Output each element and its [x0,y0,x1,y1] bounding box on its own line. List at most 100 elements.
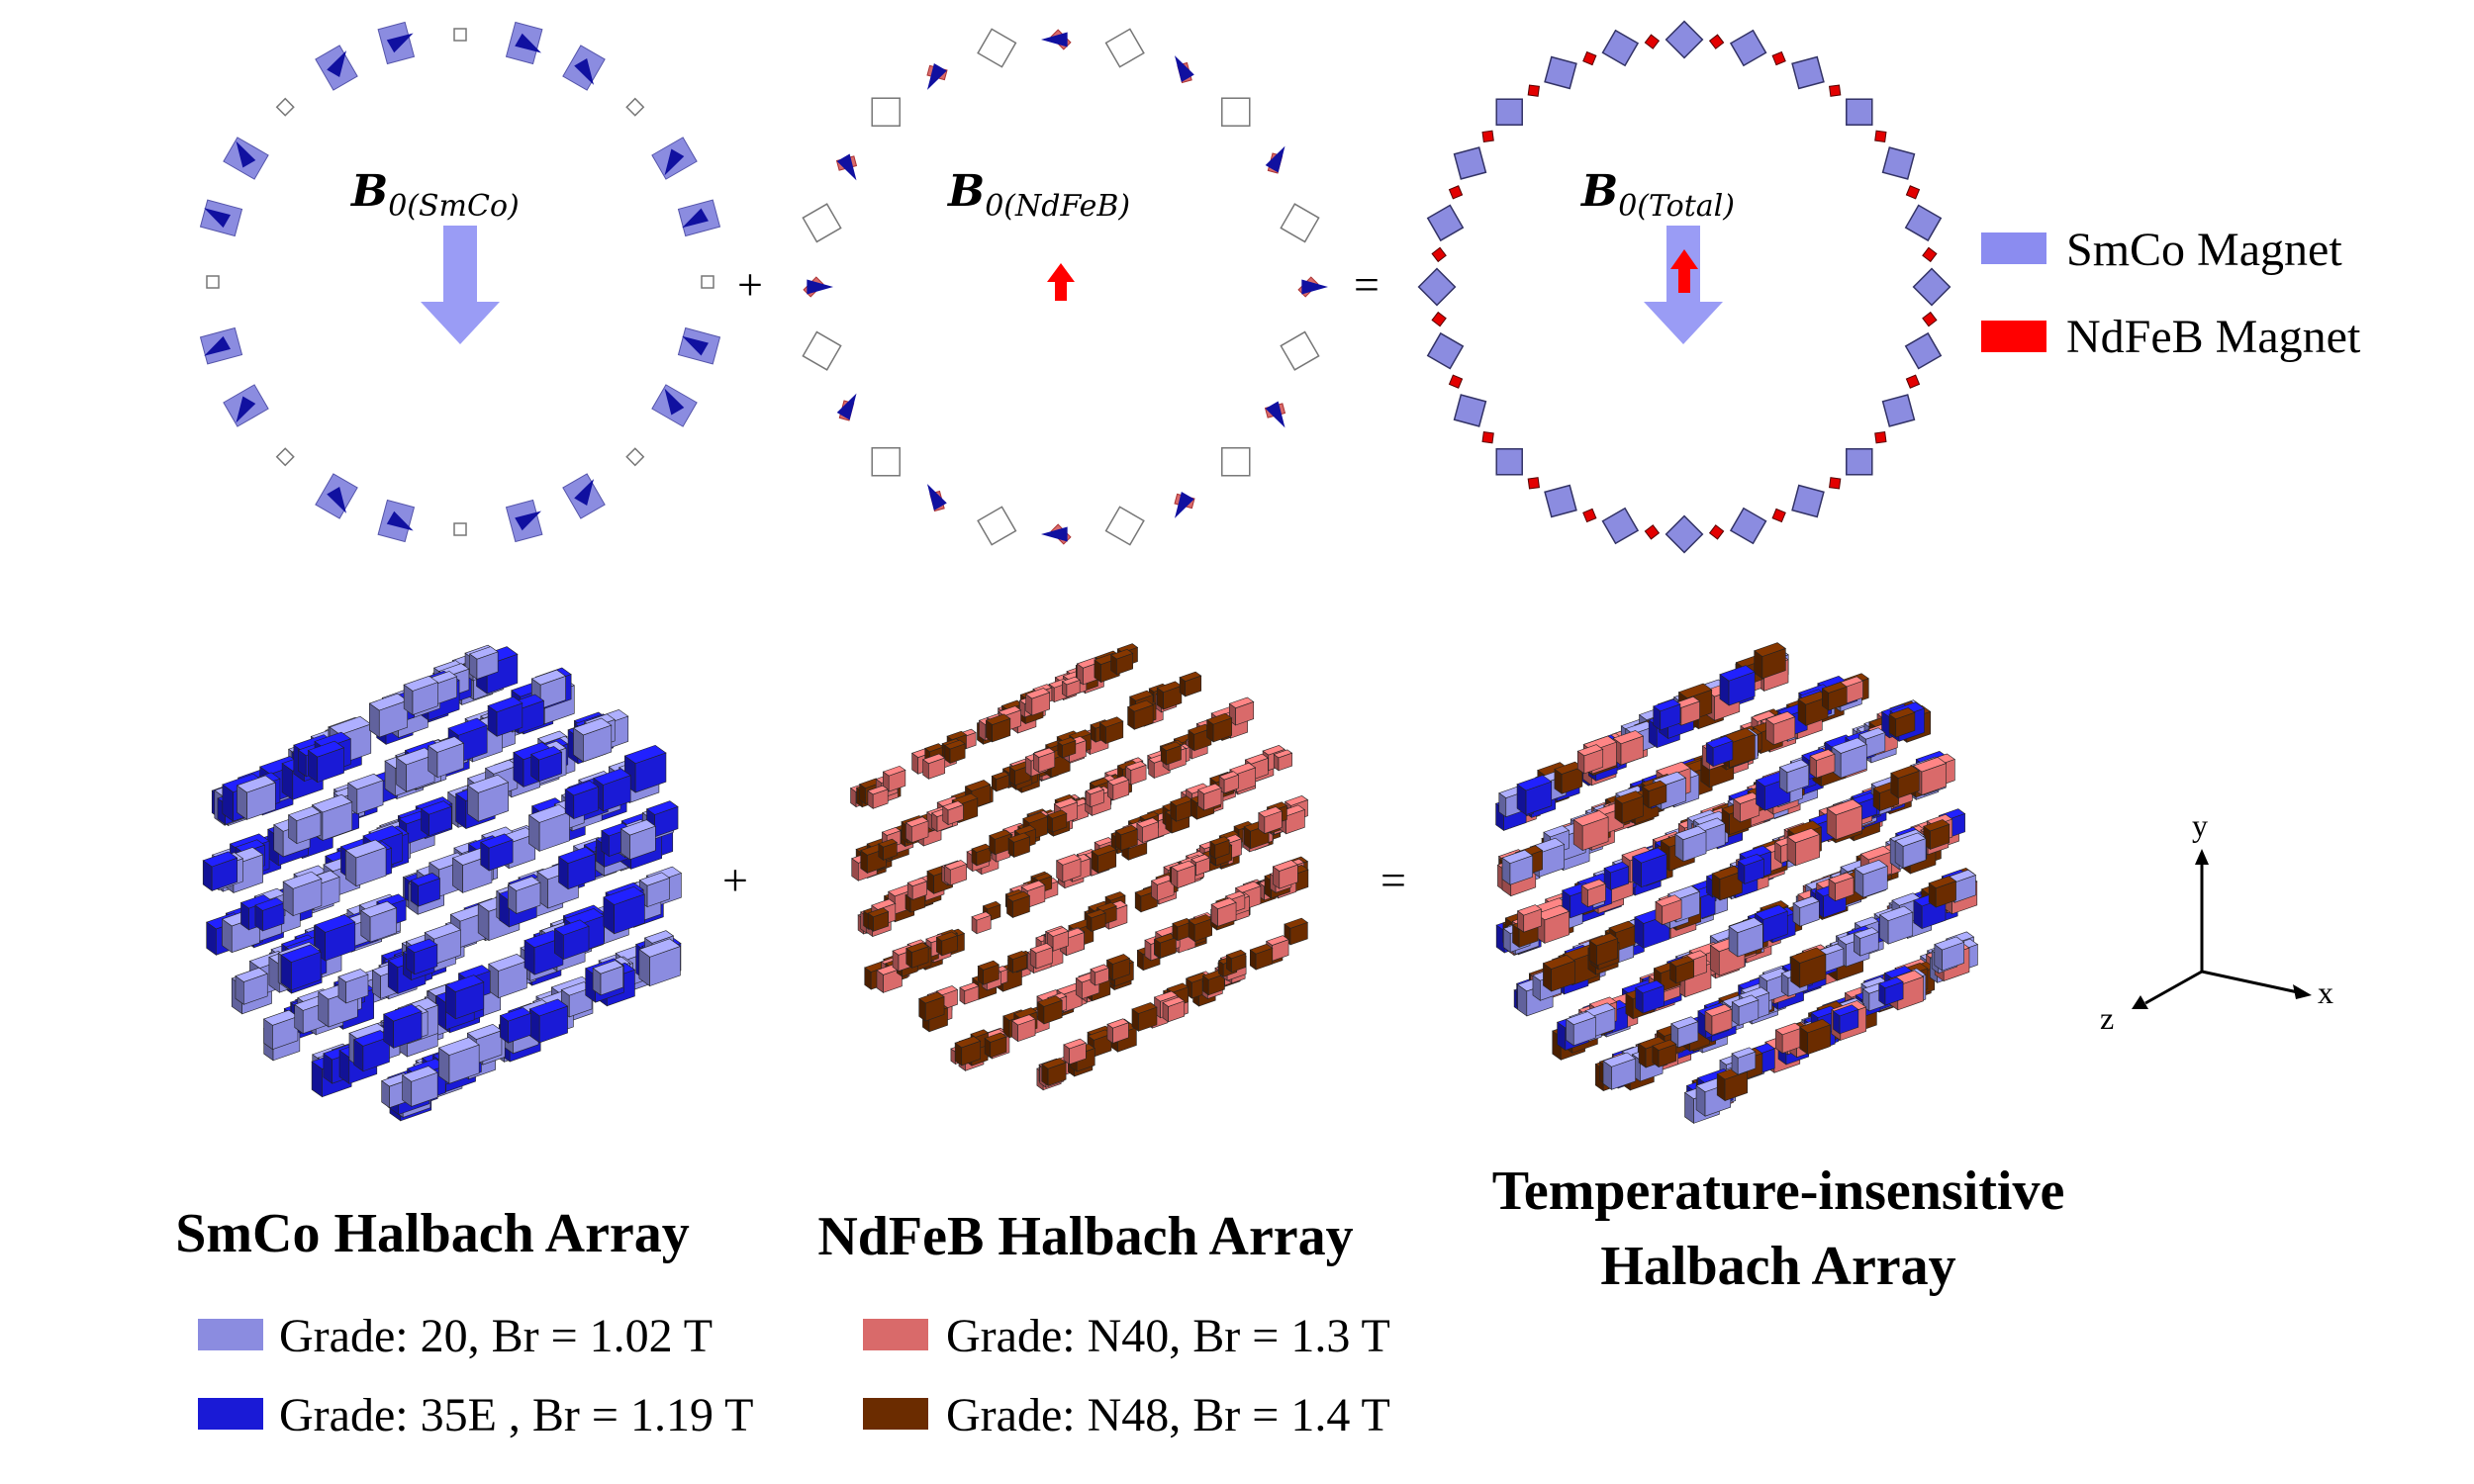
magnetization-arrow [574,479,594,507]
smco-ring [199,21,721,543]
magnetization-arrow [386,33,414,53]
magnetization-arrow [327,487,346,513]
total-field-arrow [1644,226,1723,344]
grade-35e-label: Grade: 35E , Br = 1.19 T [279,1389,753,1441]
ring-magnet [1771,50,1786,66]
grade-n40-swatch [863,1319,928,1350]
ring-magnet [1881,394,1916,427]
magnetization-arrow [927,62,947,90]
ndfeb-b0-label: B0(NdFeB) [946,166,1130,224]
equals-sign-top: = [1354,259,1380,310]
ring-magnet [1601,507,1640,545]
smco-3d-array [202,644,683,1122]
ring-magnet [1922,311,1938,327]
magnetization-arrow [204,208,232,229]
ring-magnet [453,28,467,42]
ring-magnet [1453,146,1487,180]
ring-magnet [1905,185,1921,200]
ring-magnet [1221,447,1251,477]
ring-magnet [871,447,901,477]
ring-magnet [1495,448,1523,476]
ring-magnet [701,275,714,289]
ring-magnet [1431,246,1447,263]
magnetization-arrow [927,484,947,511]
magnetization-arrow [204,335,232,356]
magnetization-arrow [1175,492,1194,518]
grade-legend: Grade: 20, Br = 1.02 T Grade: 35E , Br =… [198,1310,1390,1441]
ring-magnet [1280,330,1320,371]
magnetization-arrow [1265,401,1285,428]
ring-magnet [625,447,645,467]
smco-caption: SmCo Halbach Array [175,1203,690,1264]
magnetization-arrow [327,50,346,77]
ring-magnet [1221,97,1251,127]
ring-magnet [1829,477,1842,490]
ring-magnet [1829,84,1842,97]
magnet-legend: SmCo Magnet NdFeB Magnet [1981,224,2361,363]
grade-n48-label: Grade: N48, Br = 1.4 T [946,1389,1390,1441]
ring-magnet [1904,204,1943,242]
ring-magnet [1601,29,1640,67]
magnetization-arrow [236,140,256,168]
ring-magnet [1729,29,1767,67]
smco-legend-label: SmCo Magnet [2066,224,2342,276]
ring-magnet [1582,50,1597,66]
ring-magnet [1665,20,1704,59]
ndfeb-field-arrow [1047,263,1075,301]
magnetization-arrow [836,393,857,420]
ring-magnet [1846,98,1873,126]
magnetization-arrow [515,510,542,531]
ring-magnet [275,97,295,117]
magnetization-arrow [807,279,833,295]
ring-magnet [1708,524,1725,540]
magnetization-arrow [836,153,857,181]
ring-magnet [1417,267,1457,307]
grade-20-label: Grade: 20, Br = 1.02 T [279,1310,713,1362]
magnetization-arrow [1041,32,1068,47]
magnetization-arrow [664,388,685,416]
ring-magnet [1905,374,1921,389]
ring-magnet [1426,331,1465,370]
ring-magnet [1912,267,1951,307]
ndfeb-3d-array [849,643,1309,1091]
total-ring [1417,20,1951,554]
ring-magnet [1922,246,1938,263]
ring-magnet [802,330,842,371]
magnetization-arrow [664,148,685,176]
smco-b0-label: B0(SmCo) [349,166,520,224]
ring-magnet [1771,508,1786,523]
ring-magnet [1846,448,1873,476]
magnetization-arrow [574,57,594,85]
ring-magnet [802,203,842,243]
magnetization-arrow [682,335,709,356]
grade-35e-swatch [198,1398,263,1430]
grade-20-swatch [198,1319,263,1350]
ring-magnet [1544,55,1577,90]
magnetization-arrow [1041,526,1068,542]
ring-magnet [1729,507,1767,545]
plus-sign-bottom: + [722,855,748,905]
ring-magnet [1791,484,1825,518]
ring-magnet [1527,477,1540,490]
plus-sign-top: + [737,259,763,310]
magnetization-arrow [1265,145,1285,173]
total-3d-array [1494,642,1979,1124]
ring-magnet [1665,514,1704,554]
ring-magnet [1904,331,1943,370]
ring-magnet [1527,84,1540,97]
ring-magnet [453,522,467,536]
ring-magnet [1495,98,1523,126]
ring-magnet [1481,130,1494,142]
ring-magnet [1644,524,1661,540]
ring-magnet [871,97,901,127]
ring-magnet [1791,55,1825,90]
magnetization-arrow [1301,279,1328,295]
total-caption-line2: Halbach Array [1600,1236,1955,1297]
axis-z-label: z [2100,1000,2114,1036]
total-b0-label: B0(Total) [1579,166,1735,224]
ring-magnet [625,97,645,117]
ring-magnet [1481,431,1494,444]
ring-magnet [977,28,1017,68]
ring-magnet [1280,203,1320,243]
